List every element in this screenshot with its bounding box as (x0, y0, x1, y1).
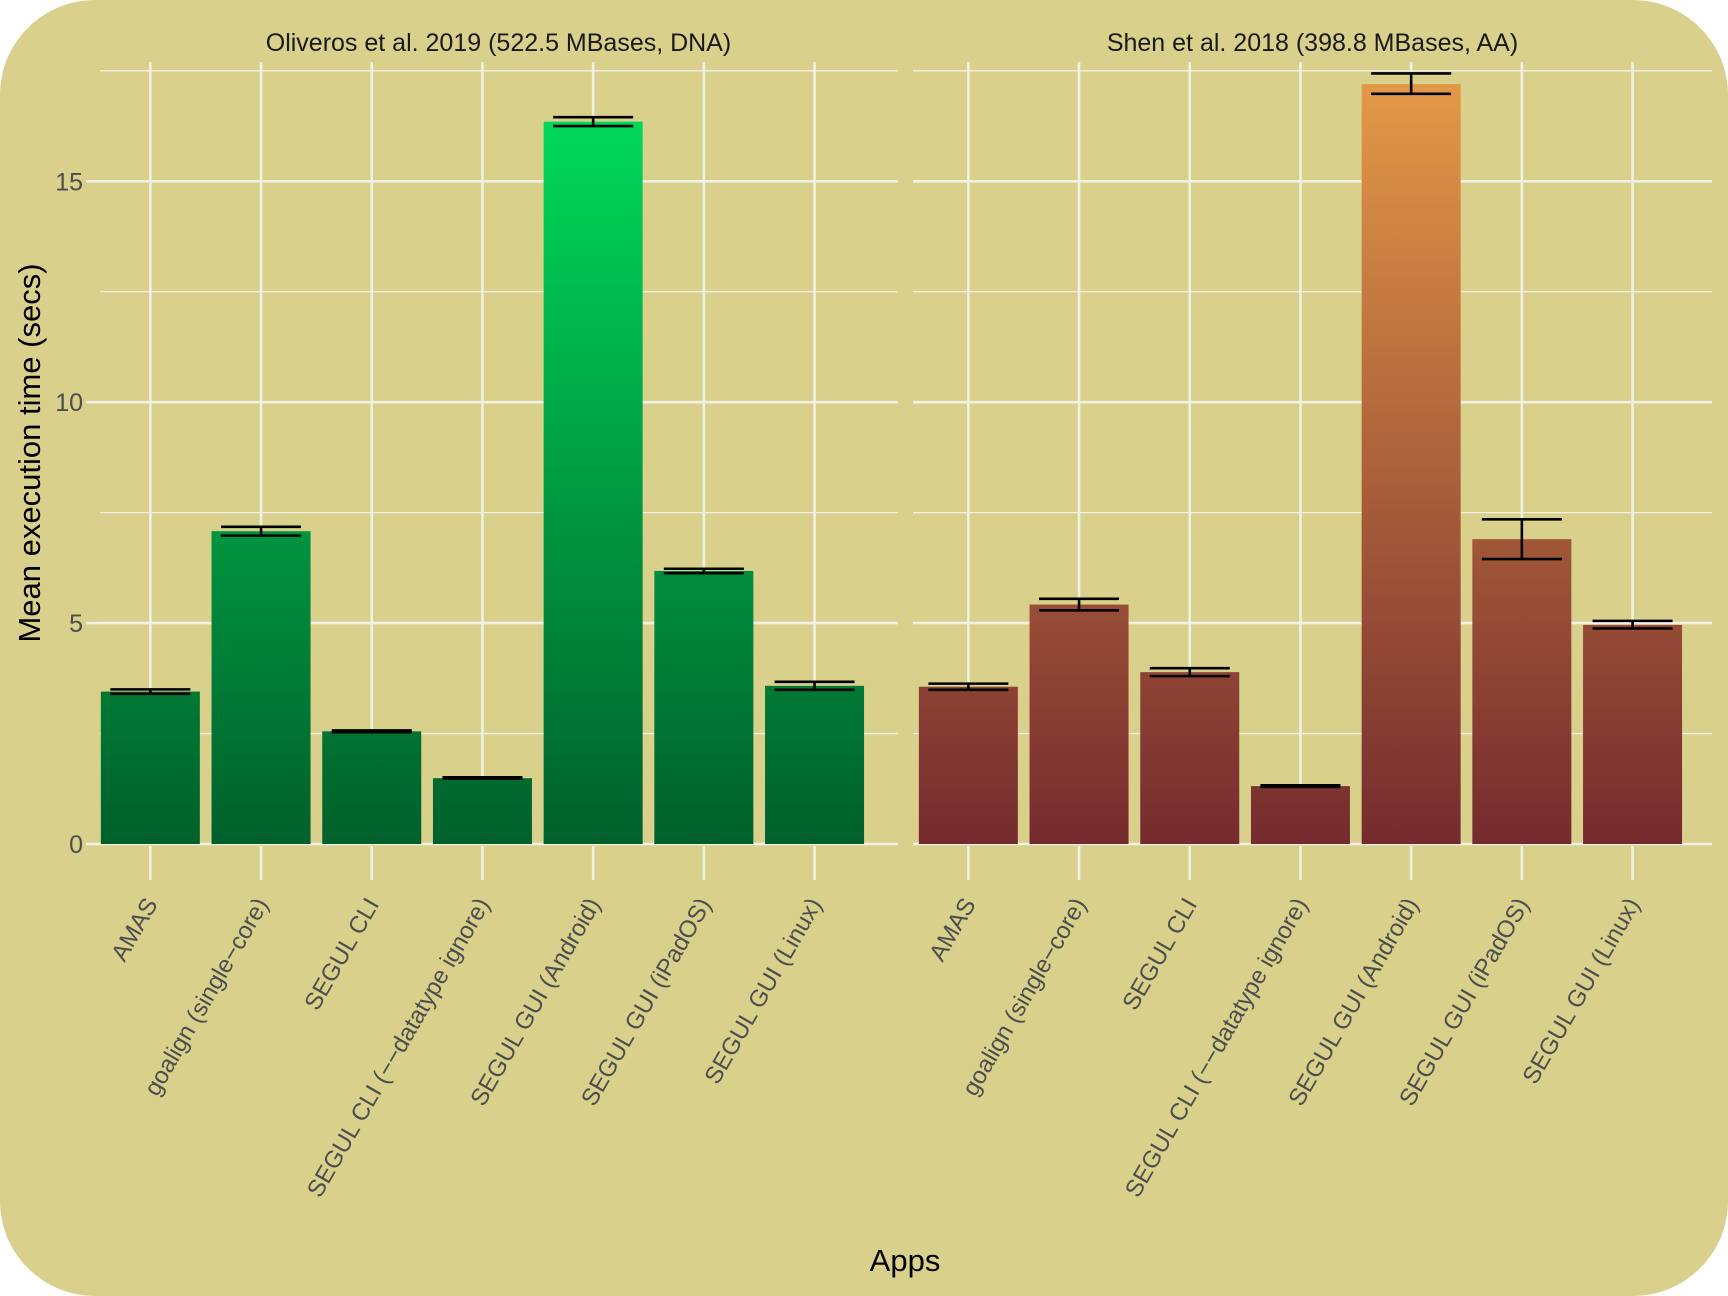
bar-1-6 (654, 570, 754, 844)
x-tick-label: SEGUL GUI (Android) (1283, 894, 1424, 1111)
error-bar (1149, 666, 1230, 678)
bar-1-5 (543, 121, 643, 845)
panel-2-title: Shen et al. 2018 (398.8 MBases, AA) (1107, 29, 1518, 57)
x-tick-label: SEGUL GUI (Android) (465, 894, 606, 1111)
y-tick-label: 0 (69, 831, 83, 859)
x-tick-label: goalign (single−core) (957, 894, 1092, 1101)
y-axis-label: Mean execution time (secs) (12, 263, 47, 642)
panel-oliveros-2019: Oliveros et al. 2019 (522.5 MBases, DNA)… (100, 29, 898, 1202)
error-bar (1039, 597, 1120, 612)
error-bar (553, 115, 634, 128)
x-axis-label: Apps (870, 1243, 941, 1278)
error-bar (663, 567, 744, 575)
bar-1-4 (432, 778, 532, 844)
error-bar (928, 682, 1009, 692)
error-bar (1592, 619, 1673, 630)
bar-2-5 (1361, 84, 1461, 844)
x-tick-label: SEGUL CLI (1117, 894, 1203, 1015)
x-tick-label: SEGUL CLI (299, 894, 385, 1015)
bar-2-3 (1140, 672, 1240, 844)
x-tick-label: SEGUL CLI (−−datatype ignore) (1120, 894, 1314, 1203)
x-tick-label: AMAS (106, 894, 163, 966)
bar-2-2 (1029, 604, 1129, 844)
x-tick-label: SEGUL GUI (iPadOS) (1394, 894, 1535, 1111)
panel-2-bars (918, 72, 1683, 844)
x-tick-label: SEGUL GUI (Linux) (699, 894, 827, 1089)
y-tick-label: 10 (55, 389, 83, 417)
x-tick-label: SEGUL GUI (Linux) (1517, 894, 1645, 1089)
error-bar (1260, 783, 1341, 789)
x-tick-label: goalign (single−core) (139, 894, 274, 1101)
y-tick-label: 5 (69, 610, 83, 638)
panel-1-bars (100, 115, 865, 845)
error-bar (331, 729, 412, 734)
error-bar (774, 680, 855, 692)
bar-2-1 (918, 686, 1018, 844)
bar-1-3 (322, 731, 422, 844)
panel-shen-2018: Shen et al. 2018 (398.8 MBases, AA) AMAS… (913, 29, 1712, 1202)
error-bar (1371, 72, 1452, 96)
y-tick-label: 15 (55, 168, 83, 196)
error-bar (110, 688, 191, 696)
bar-1-2 (211, 531, 311, 844)
bar-1-7 (765, 685, 865, 844)
error-bar (1481, 517, 1562, 561)
bar-2-4 (1250, 786, 1350, 844)
x-tick-label: SEGUL GUI (iPadOS) (576, 894, 717, 1111)
bar-2-7 (1583, 624, 1683, 844)
x-tick-label: AMAS (924, 894, 981, 966)
x-tick-label: SEGUL CLI (−−datatype ignore) (302, 894, 496, 1203)
bar-2-6 (1472, 539, 1572, 844)
y-axis: 0 5 10 15 (55, 168, 100, 859)
panel-1-title: Oliveros et al. 2019 (522.5 MBases, DNA) (266, 29, 731, 57)
error-bar (221, 525, 302, 537)
bar-1-1 (100, 691, 200, 844)
error-bar (442, 775, 523, 780)
